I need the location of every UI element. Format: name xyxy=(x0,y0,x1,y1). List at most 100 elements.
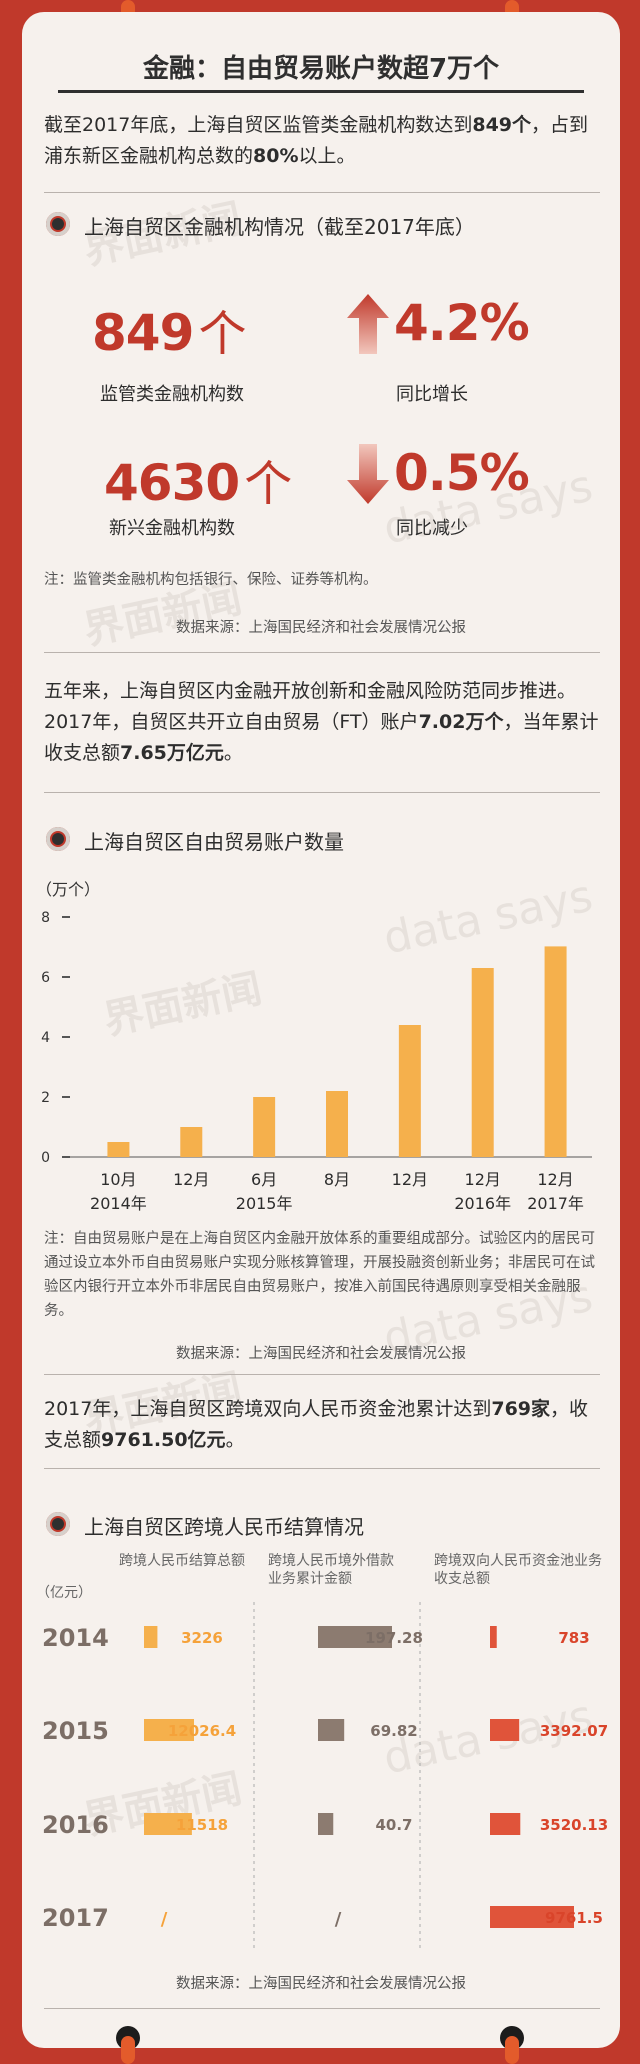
data-label: 12026.4 xyxy=(168,1722,236,1740)
para-text: 。 xyxy=(223,742,243,764)
bar xyxy=(144,1719,194,1741)
intro-paragraph: 截至2017年底，上海自贸区监管类金融机构数达到849个，占到浦东新区金融机构总… xyxy=(44,110,600,172)
data-label: 3392.07 xyxy=(540,1722,608,1740)
stat-regulated: 849 个 xyxy=(92,294,246,364)
stat-label: 同比增长 xyxy=(396,384,468,405)
para-text: 。 xyxy=(225,1429,245,1451)
y-tick-label: 6 xyxy=(41,970,50,986)
stat-value: 0.5% xyxy=(394,444,530,502)
section-bullet-icon xyxy=(46,827,70,851)
data-label: 40.7 xyxy=(375,1816,412,1834)
y-axis-label: （万个） xyxy=(36,880,100,899)
data-label: 197.28 xyxy=(365,1629,423,1647)
data-label: / xyxy=(335,1909,342,1930)
bar xyxy=(253,1097,276,1157)
bar xyxy=(180,1127,203,1157)
x-tick-label: 6月 xyxy=(251,1170,277,1189)
section1-title: 上海自贸区金融机构情况（截至2017年底） xyxy=(84,215,475,239)
section-bullet-icon xyxy=(46,212,70,236)
bar xyxy=(318,1719,345,1741)
arrow-down-icon xyxy=(347,444,389,504)
stat-label: 监管类金融机构数 xyxy=(100,384,244,405)
ft-account-bar-chart: （万个） 0 2 4 6 8 10月 2014年 12月 6月 2015年 8月 12月 12月 2016年… xyxy=(36,880,592,1213)
column-head-settlement: 跨境人民币结算总额 xyxy=(119,1553,245,1569)
bar xyxy=(144,1813,192,1835)
x-tick-year-label: 2017年 xyxy=(527,1194,584,1213)
section3-title: 上海自贸区跨境人民币结算情况 xyxy=(84,1515,364,1539)
stat-label: 同比减少 xyxy=(396,518,468,539)
x-tick-label: 12月 xyxy=(392,1170,428,1189)
stat-value: 4630 xyxy=(104,454,240,512)
para-highlight: 7.65万亿元 xyxy=(120,742,224,764)
intro-text: 以上。 xyxy=(298,145,356,167)
divider xyxy=(44,192,600,193)
divider xyxy=(44,1468,600,1469)
bar xyxy=(318,1813,334,1835)
data-label: / xyxy=(161,1909,168,1930)
pin-bottom-left xyxy=(121,2036,135,2064)
cross-border-rmb-chart: 2014 2015 2016 2017 3226 12026.4 11518 / 197.28 6… xyxy=(42,1602,608,1952)
bar xyxy=(490,1626,497,1648)
x-tick-label: 10月 xyxy=(100,1170,136,1189)
section2-title: 上海自贸区自由贸易账户数量 xyxy=(84,830,344,854)
divider xyxy=(44,1374,600,1375)
bar xyxy=(107,1142,130,1157)
section2-source: 数据来源：上海国民经济和社会发展情况公报 xyxy=(176,1346,466,1362)
year-label: 2017 xyxy=(42,1904,109,1932)
page-title: 金融：自由贸易账户数超7万个 xyxy=(142,54,500,84)
stat-value: 4.2% xyxy=(394,294,530,352)
bar xyxy=(490,1906,574,1928)
data-label: 3520.13 xyxy=(540,1816,608,1834)
x-tick-label: 12月 xyxy=(537,1170,573,1189)
para-text: 五年来，上海自贸区内金融开放创新和金融风险防范同步推进。2017年，自贸区共开立… xyxy=(44,680,577,733)
bar xyxy=(490,1719,520,1741)
bar xyxy=(490,1813,521,1835)
divider xyxy=(44,2008,600,2009)
data-label: 69.82 xyxy=(370,1722,417,1740)
year-label: 2016 xyxy=(42,1811,109,1839)
bar xyxy=(326,1091,348,1157)
stat-emerging: 4630 个 xyxy=(104,444,292,514)
para-text: ，收支总额 xyxy=(44,1398,589,1451)
data-label: 9761.5 xyxy=(545,1909,603,1927)
x-tick-label: 8月 xyxy=(324,1170,350,1189)
divider xyxy=(44,792,600,793)
year-label: 2015 xyxy=(42,1717,109,1745)
para-highlight: 9761.50亿元 xyxy=(101,1429,226,1451)
intro-text: 截至2017年底，上海自贸区监管类金融机构数达到 xyxy=(44,114,473,136)
para-text: ，当年累计收支总额 xyxy=(44,711,599,764)
data-label: 783 xyxy=(558,1629,589,1647)
divider xyxy=(44,652,600,653)
section-bullet-icon xyxy=(46,1512,70,1536)
unit-label: （亿元） xyxy=(36,1585,92,1601)
x-tick-year-label: 2014年 xyxy=(90,1194,147,1213)
section1-note: 注：监管类金融机构包括银行、保险、证券等机构。 xyxy=(44,572,378,588)
data-label: 3226 xyxy=(181,1629,223,1647)
x-tick-label: 12月 xyxy=(465,1170,501,1189)
intro-highlight: 80% xyxy=(253,145,299,167)
y-tick-label: 4 xyxy=(41,1030,50,1046)
stat-value: 849 xyxy=(92,304,194,362)
y-tick-label: 0 xyxy=(41,1150,50,1166)
para-highlight: 769家 xyxy=(491,1398,551,1420)
y-tick-label: 2 xyxy=(41,1090,50,1106)
bar xyxy=(318,1626,392,1648)
year-label: 2014 xyxy=(42,1624,109,1652)
section2-note: 注：自由贸易账户是在上海自贸区内金融开放体系的重要组成部分。试验区内的居民可通过… xyxy=(44,1231,595,1319)
column-head-cash-pool: 跨境双向人民币资金池业务收支总额 xyxy=(434,1553,602,1587)
y-tick-label: 8 xyxy=(41,910,50,926)
infographic-card: 界面新闻 data says 界面新闻 data says 界面新闻 data … xyxy=(22,12,620,2048)
stat-unit: 个 xyxy=(198,306,246,362)
x-tick-year-label: 2015年 xyxy=(236,1194,293,1213)
bar xyxy=(471,968,494,1157)
stat-label: 新兴金融机构数 xyxy=(109,518,235,539)
stat-unit: 个 xyxy=(244,456,292,512)
x-tick-label: 12月 xyxy=(173,1170,209,1189)
intro-highlight: 849个 xyxy=(472,114,532,136)
section1-source: 数据来源：上海国民经济和社会发展情况公报 xyxy=(176,620,466,636)
bar xyxy=(398,1025,421,1157)
data-label: 11518 xyxy=(176,1816,228,1834)
ft-account-paragraph: 五年来，上海自贸区内金融开放创新和金融风险防范同步推进。2017年，自贸区共开立… xyxy=(44,676,600,769)
title-underline xyxy=(58,90,584,93)
x-tick-year-label: 2016年 xyxy=(454,1194,511,1213)
